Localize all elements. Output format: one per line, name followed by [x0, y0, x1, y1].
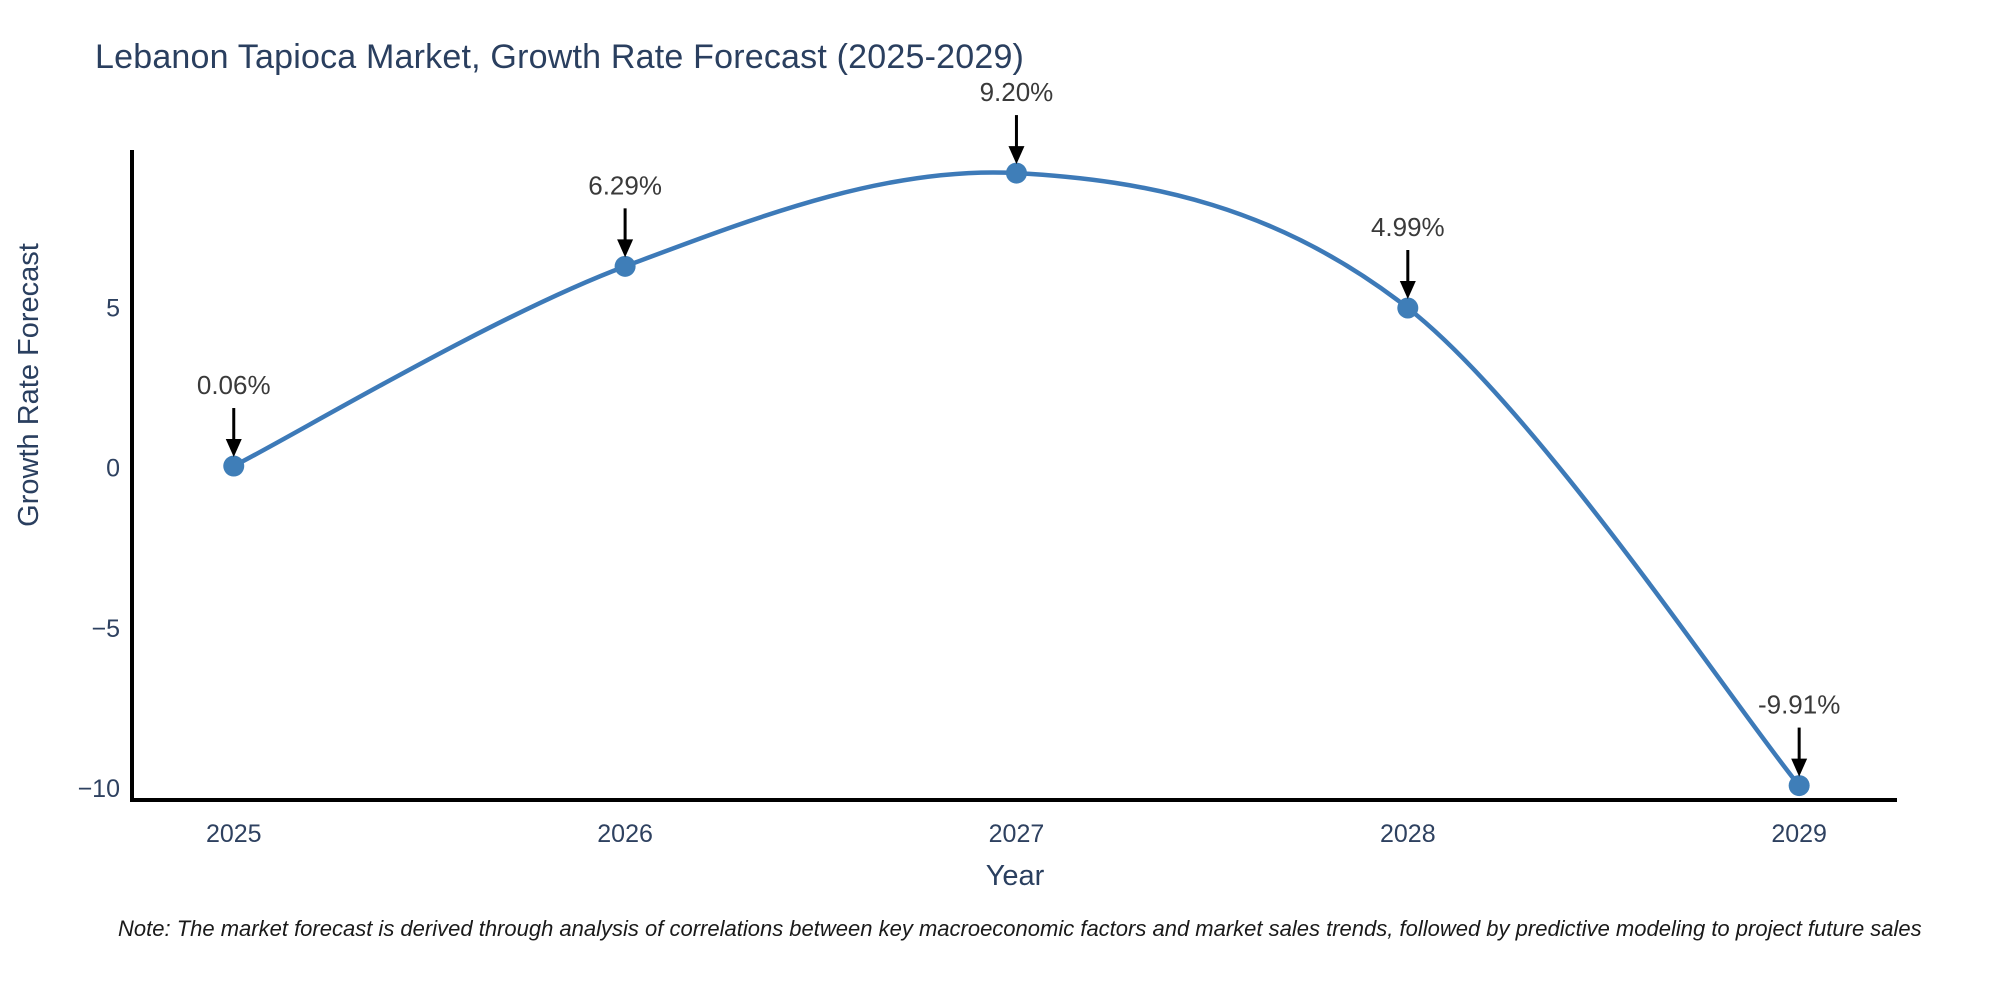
x-tick-label: 2025 — [206, 820, 262, 848]
data-point-marker — [1788, 775, 1810, 797]
x-axis-title: Year — [985, 860, 1045, 892]
data-point-marker — [614, 255, 636, 277]
y-tick-label: 5 — [106, 294, 120, 322]
forecast-line — [231, 170, 1802, 788]
y-tick-label: −10 — [78, 775, 120, 803]
annotation-arrowhead — [1399, 281, 1416, 300]
annotation-arrowhead — [617, 239, 634, 258]
data-point-marker — [1397, 297, 1419, 319]
annotation-arrowhead — [1791, 758, 1808, 777]
data-point-marker — [223, 455, 245, 477]
annotation-label: 9.20% — [980, 77, 1054, 107]
annotation-arrowhead — [225, 439, 242, 458]
y-axis-title: Growth Rate Forecast — [13, 243, 45, 527]
footnote-container: Note: The market forecast is derived thr… — [0, 916, 2000, 956]
data-point-marker — [1005, 162, 1027, 184]
x-tick-label: 2028 — [1380, 820, 1436, 848]
x-tick-label: 2026 — [597, 820, 653, 848]
y-tick-label: 0 — [106, 455, 120, 483]
footnote: Note: The market forecast is derived thr… — [118, 916, 1922, 941]
x-tick-label: 2027 — [989, 820, 1045, 848]
annotation-label: -9.91% — [1758, 690, 1840, 720]
annotation-label: 0.06% — [197, 370, 271, 400]
annotation-label: 6.29% — [588, 170, 662, 200]
y-tick-label: −5 — [91, 615, 120, 643]
chart-title: Lebanon Tapioca Market, Growth Rate Fore… — [95, 38, 1025, 76]
annotation-arrowhead — [1008, 146, 1025, 165]
annotation-label: 4.99% — [1371, 212, 1445, 242]
x-tick-label: 2029 — [1771, 820, 1827, 848]
